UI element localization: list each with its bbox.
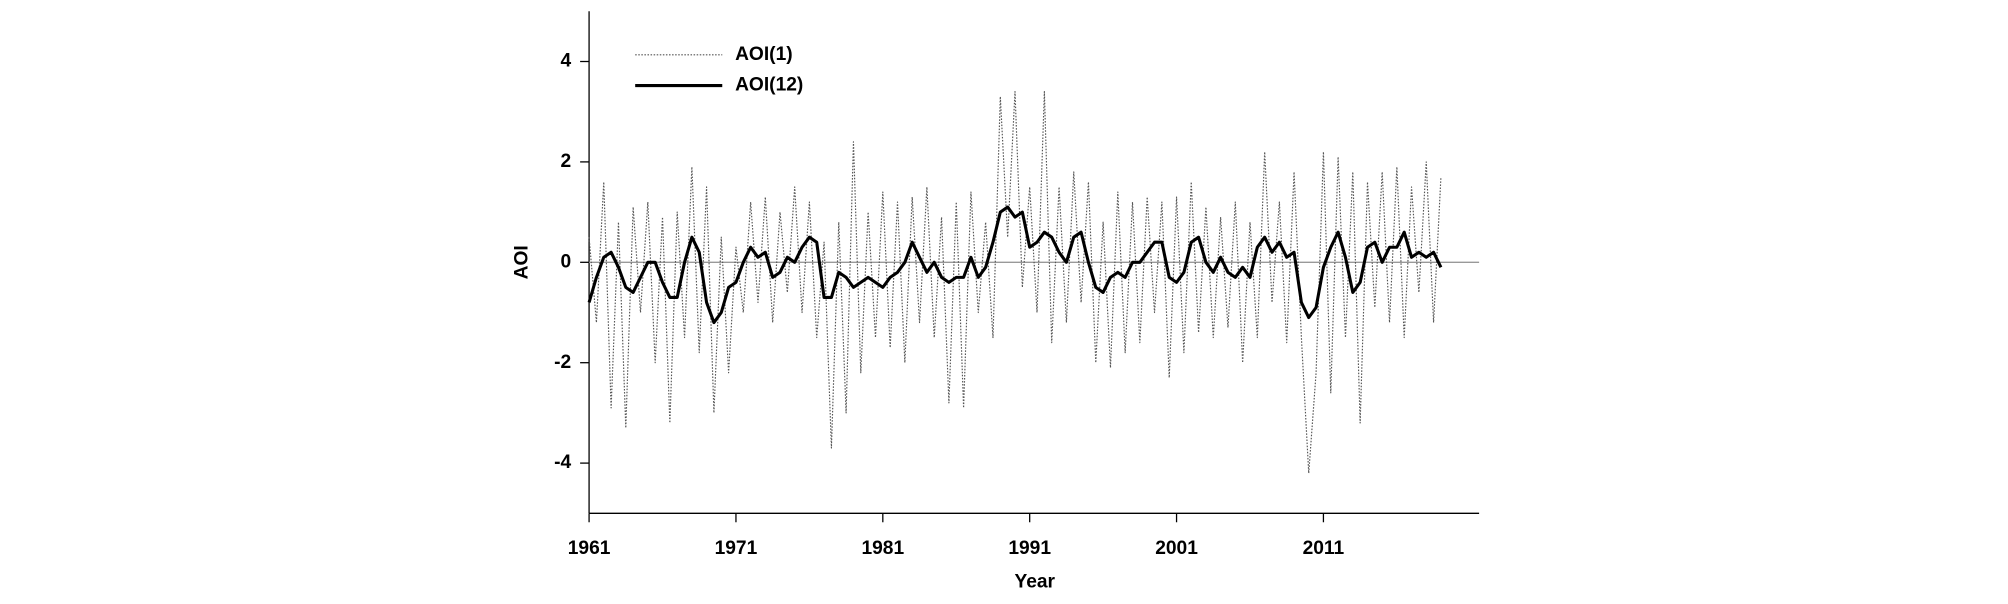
x-tick-label: 2011 [1303,538,1345,559]
x-axis-label: Year [1014,572,1055,593]
series-line [587,205,1443,325]
y-axis-label: AOI [512,245,533,279]
y-tick-label: -2 [554,352,571,373]
y-tick-label: -4 [554,452,571,473]
y-tick-label: 4 [560,51,571,72]
x-tick-label: 2001 [1155,538,1198,559]
x-tick-label: 1971 [715,538,758,559]
y-tick-label: 0 [560,251,571,272]
legend-label: AOI(1) [735,44,793,65]
x-tick-label: 1981 [861,538,904,559]
legend-label: AOI(12) [735,75,803,96]
y-tick-label: 2 [560,151,571,172]
series-line [588,91,1442,474]
x-tick-label: 1991 [1008,538,1051,559]
x-tick-label: 1961 [568,538,611,559]
